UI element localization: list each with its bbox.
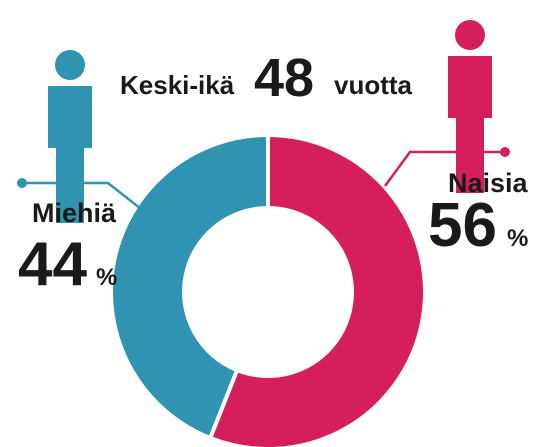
connector xyxy=(22,181,151,217)
icon-body xyxy=(48,86,92,223)
icon-head xyxy=(55,50,85,80)
annotation-value: 48 xyxy=(254,48,314,108)
unit-label: % xyxy=(96,264,117,291)
icon-body xyxy=(448,56,492,193)
donut-segment xyxy=(207,132,427,447)
connector-dot xyxy=(500,147,510,157)
icon-head xyxy=(455,20,485,50)
donut-segment xyxy=(109,132,270,441)
annotation-prefix: Keski-ikä xyxy=(120,70,235,100)
annotation-suffix: vuotta xyxy=(334,70,413,100)
value-label: 44 xyxy=(18,230,87,299)
connector-dot xyxy=(17,178,27,188)
person-icon xyxy=(48,50,92,223)
category-label: Naisia xyxy=(448,168,529,198)
category-label: Miehiä xyxy=(32,198,117,228)
value-label: 56 xyxy=(428,191,497,260)
unit-label: % xyxy=(507,225,528,252)
person-icon xyxy=(448,20,492,193)
connector xyxy=(383,150,505,187)
